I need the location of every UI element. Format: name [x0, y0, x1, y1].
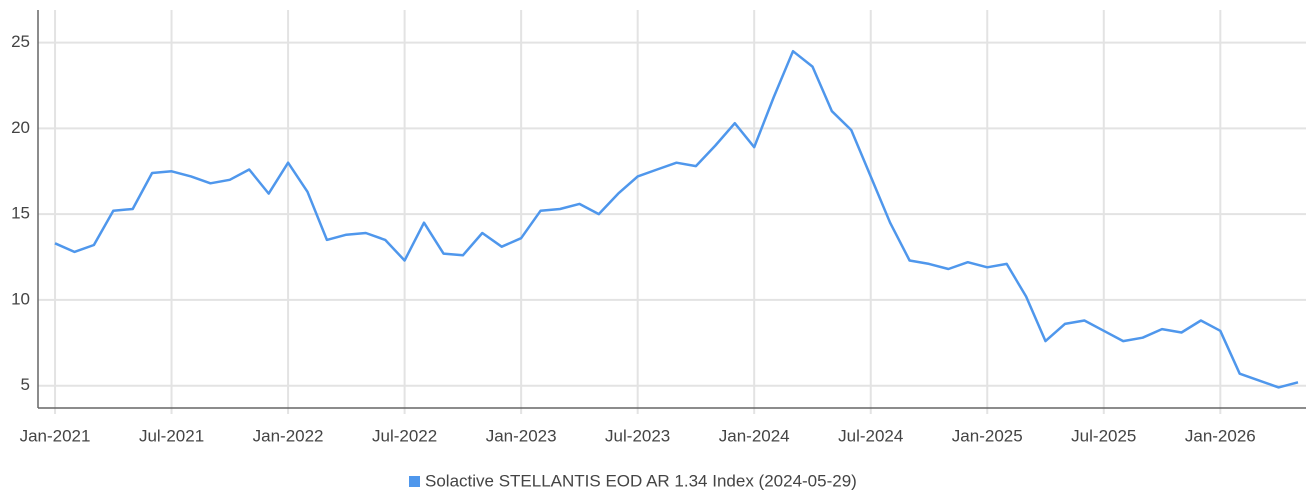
y-tick-label: 25 [11, 32, 30, 51]
x-tick-label: Jul-2023 [605, 426, 670, 445]
x-tick-label: Jul-2021 [139, 426, 204, 445]
x-tick-label: Jul-2025 [1071, 426, 1136, 445]
x-tick-label: Jan-2026 [1185, 426, 1256, 445]
series-line [54, 49, 1299, 389]
y-tick-label: 10 [11, 289, 30, 308]
x-tick-label: Jan-2024 [719, 426, 790, 445]
y-tick-label: 20 [11, 118, 30, 137]
legend-label: Solactive STELLANTIS EOD AR 1.34 Index (… [425, 471, 857, 490]
x-tick-label: Jan-2023 [486, 426, 557, 445]
x-tick-label: Jan-2025 [952, 426, 1023, 445]
legend-swatch [409, 476, 420, 487]
x-tick-label: Jul-2024 [838, 426, 903, 445]
x-tick-label: Jan-2022 [253, 426, 324, 445]
y-tick-label: 5 [21, 375, 30, 394]
y-tick-label: 15 [11, 204, 30, 223]
x-tick-label: Jan-2021 [20, 426, 91, 445]
x-tick-label: Jul-2022 [372, 426, 437, 445]
